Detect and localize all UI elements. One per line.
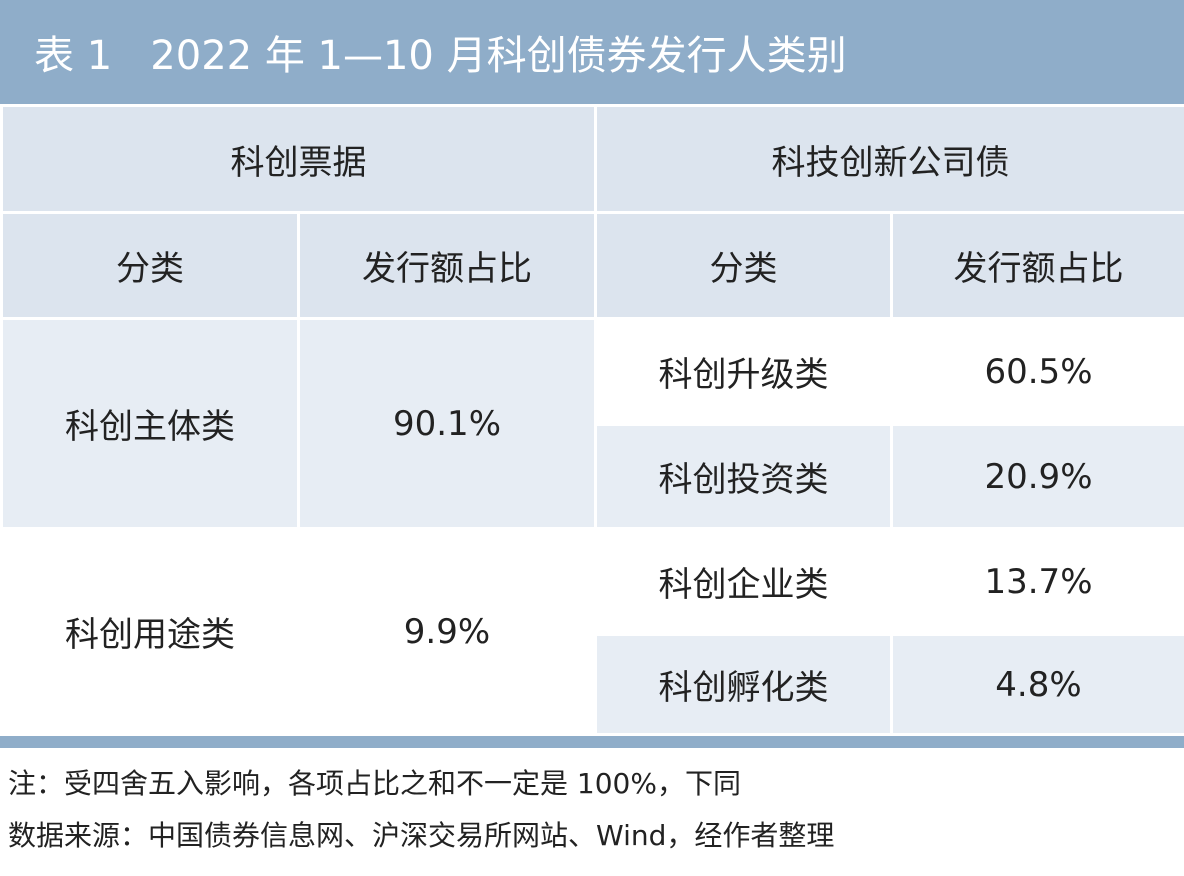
column-header-category: 分类	[0, 211, 300, 320]
table-cell-category: 科创企业类	[594, 527, 893, 636]
column-header-share: 发行额占比	[890, 211, 1184, 320]
table-cell-share: 60.5%	[890, 317, 1184, 426]
group-header-sci-tech-corporate-bonds: 科技创新公司债	[594, 104, 1184, 214]
column-header-category: 分类	[594, 211, 893, 320]
table-bottom-rule	[0, 736, 1184, 748]
rounding-note: 注：受四舍五入影响，各项占比之和不一定是 100%，下同	[8, 767, 741, 800]
table-cell-share: 20.9%	[890, 423, 1184, 530]
issuer-category-table: 科创票据 科技创新公司债 分类 发行额占比 分类 发行额占比 科创主体类 90.…	[0, 104, 1184, 736]
table-cell-category: 科创升级类	[594, 317, 893, 426]
table-cell-category: 科创孵化类	[594, 633, 893, 736]
table-cell-category: 科创投资类	[594, 423, 893, 530]
table-cell-category: 科创用途类	[0, 527, 300, 736]
group-header-sci-tech-notes: 科创票据	[0, 104, 597, 214]
table-cell-share: 90.1%	[297, 317, 597, 530]
table-notes: 注：受四舍五入影响，各项占比之和不一定是 100%，下同 数据来源：中国债券信息…	[8, 758, 834, 862]
table-cell-share: 9.9%	[297, 527, 597, 736]
table-cell-share: 13.7%	[890, 527, 1184, 636]
table-cell-category: 科创主体类	[0, 317, 300, 530]
table-title: 表 1 2022 年 1—10 月科创债券发行人类别	[0, 0, 1184, 104]
data-source-note: 数据来源：中国债券信息网、沪深交易所网站、Wind，经作者整理	[8, 819, 835, 852]
column-header-share: 发行额占比	[297, 211, 597, 320]
table-cell-share: 4.8%	[890, 633, 1184, 736]
